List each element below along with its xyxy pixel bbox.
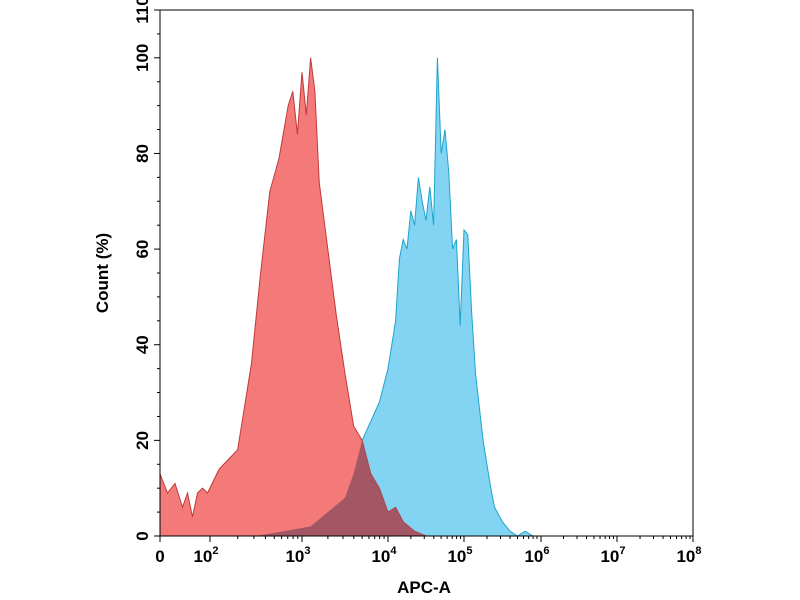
x-tick-label: 103 bbox=[285, 545, 310, 566]
x-tick-label: 106 bbox=[524, 545, 549, 566]
x-tick-label: 107 bbox=[600, 545, 625, 566]
x-axis-title: APC-A bbox=[397, 578, 451, 597]
y-tick-label: 20 bbox=[133, 431, 152, 450]
y-axis: 0 20 40 60 80 100 110 bbox=[133, 0, 160, 541]
plot-area bbox=[159, 57, 556, 537]
y-tick-label: 60 bbox=[133, 240, 152, 259]
x-tick-label: 102 bbox=[193, 545, 218, 566]
x-tick-label: 108 bbox=[676, 545, 701, 566]
x-tick-label: 104 bbox=[371, 545, 397, 566]
x-tick-label: 0 bbox=[155, 547, 164, 566]
y-tick-label: 80 bbox=[133, 144, 152, 163]
x-tick-label: 105 bbox=[447, 545, 472, 566]
x-axis: 0 102 103 104 105 106 107 108 bbox=[155, 536, 702, 566]
y-axis-title: Count (%) bbox=[93, 233, 112, 313]
y-tick-label: 100 bbox=[133, 44, 152, 72]
y-tick-label: 40 bbox=[133, 335, 152, 354]
series-blue-area bbox=[255, 57, 556, 537]
y-tick-label: 110 bbox=[133, 0, 152, 24]
y-tick-label: 0 bbox=[133, 531, 152, 540]
